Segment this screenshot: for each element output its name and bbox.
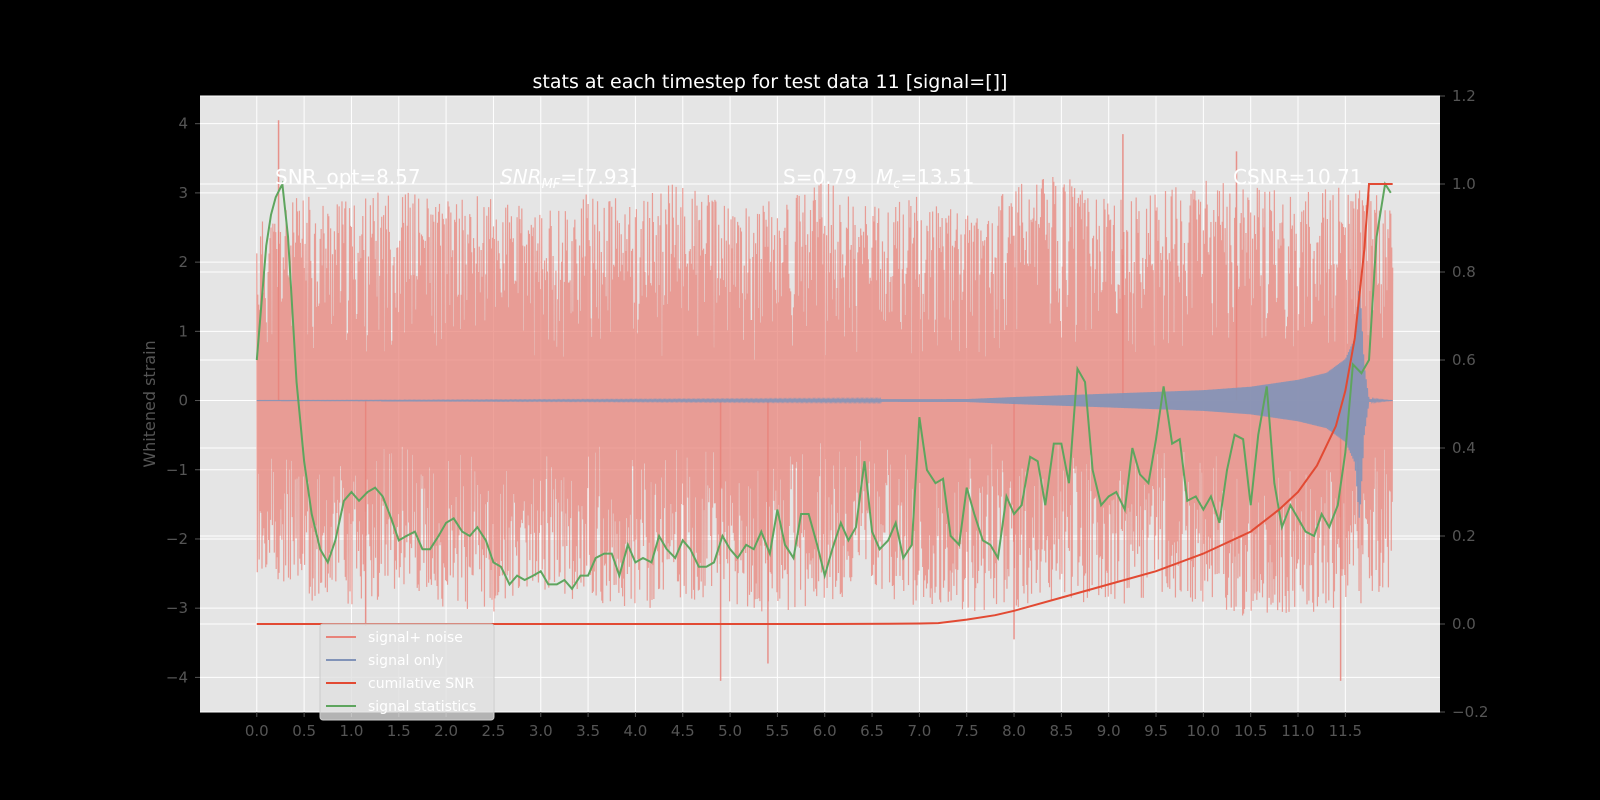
- x-tick-label: 3.0: [529, 722, 553, 740]
- x-tick-label: 3.5: [576, 722, 600, 740]
- annotation-mc: Mc=13.51: [876, 165, 974, 192]
- y-axis-right-ticks: 1.2 1.0 0.8 0.6 0.4 0.2 0.0 −0.2: [1440, 87, 1488, 721]
- x-tick-label: 6.0: [813, 722, 837, 740]
- annotations: SNR_opt=8.57 SNRMF=[7.93] S=0.79 Mc=13.5…: [275, 165, 1363, 192]
- y-tick-label-left: −3: [166, 599, 188, 617]
- y-tick-label-left: −2: [166, 530, 188, 548]
- x-tick-label: 2.0: [434, 722, 458, 740]
- legend-label-signal-noise: signal+ noise: [368, 630, 463, 646]
- y-tick-label-right: 0.0: [1452, 615, 1476, 633]
- y-tick-label-right: 0.2: [1452, 527, 1476, 545]
- x-tick-label: 0.5: [292, 722, 316, 740]
- x-tick-label: 1.0: [340, 722, 364, 740]
- y-tick-label-left: 3: [178, 184, 188, 202]
- chart-title: stats at each timestep for test data 11 …: [533, 71, 1008, 93]
- signal-only-line: [256, 285, 1393, 518]
- x-tick-label: 5.0: [718, 722, 742, 740]
- legend-box: [319, 623, 495, 721]
- y-tick-label-right: 0.8: [1452, 263, 1476, 281]
- annotation-csnr: CSNR=10.71: [1233, 165, 1363, 189]
- legend-label-signal-statistics: signal statistics: [368, 699, 476, 715]
- x-tick-label: 8.5: [1049, 722, 1073, 740]
- y-tick-label-left: −1: [166, 461, 188, 479]
- legend-label-signal-only: signal only: [368, 653, 443, 669]
- signal-noise-line: [256, 177, 1394, 616]
- y-tick-label-right: 0.4: [1452, 439, 1476, 457]
- x-tick-label: 10.5: [1234, 722, 1267, 740]
- x-tick-label: 4.0: [623, 722, 647, 740]
- x-tick-label: 5.5: [765, 722, 789, 740]
- y-tick-label-left: −4: [166, 668, 188, 686]
- y-tick-label-right: −0.2: [1452, 703, 1488, 721]
- x-tick-label: 6.5: [860, 722, 884, 740]
- y-axis-left-ticks: 4 3 2 1 0 −1 −2 −3 −4: [166, 115, 200, 686]
- y-tick-label-left: 4: [178, 115, 188, 133]
- cumulative-snr-series: [256, 183, 1393, 625]
- x-tick-label: 7.5: [955, 722, 979, 740]
- x-tick-label: 10.0: [1187, 722, 1220, 740]
- x-tick-label: 7.0: [907, 722, 931, 740]
- x-tick-label: 2.5: [482, 722, 506, 740]
- y-tick-label-right: 1.0: [1452, 175, 1476, 193]
- annotation-snr-mf: SNRMF=[7.93]: [500, 165, 637, 192]
- x-tick-label: 9.0: [1097, 722, 1121, 740]
- signal-statistics-line: [255, 180, 1392, 591]
- x-tick-label: 4.5: [671, 722, 695, 740]
- x-tick-label: 11.5: [1329, 722, 1362, 740]
- annotation-snr-opt: SNR_opt=8.57: [275, 165, 421, 189]
- y-tick-label-right: 0.6: [1452, 351, 1476, 369]
- legend-label-cumulative-snr: cumilative SNR: [368, 676, 475, 692]
- x-tick-label: 8.0: [1002, 722, 1026, 740]
- cumulative-snr-line: [256, 183, 1393, 625]
- legend: signal+ noise signal only cumilative SNR…: [319, 623, 495, 721]
- y-tick-label-right: 1.2: [1452, 87, 1476, 105]
- x-tick-label: 11.0: [1281, 722, 1314, 740]
- y-tick-label-left: 0: [178, 392, 188, 410]
- annotation-s: S=0.79: [783, 165, 857, 189]
- signal-only-series: [256, 285, 1393, 518]
- y-axis-label: Whitened strain: [140, 340, 159, 467]
- x-axis-ticks: 0.0 0.5 1.0 1.5 2.0 2.5 3.0 3.5 4.0 4.5 5.0 5.5 6.0 6…: [245, 712, 1362, 740]
- signal-statistics-series: [255, 180, 1392, 591]
- x-tick-label: 1.5: [387, 722, 411, 740]
- x-tick-label: 0.0: [245, 722, 269, 740]
- y-tick-label-left: 2: [178, 253, 188, 271]
- y-tick-label-left: 1: [178, 322, 188, 340]
- x-tick-label: 9.5: [1144, 722, 1168, 740]
